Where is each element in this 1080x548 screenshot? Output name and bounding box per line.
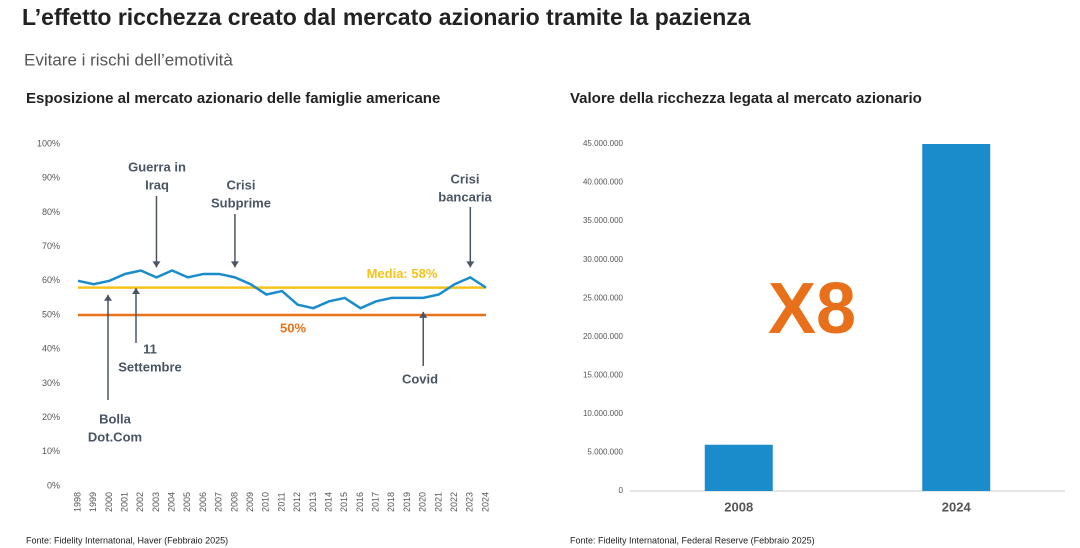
y-tick-label: 5.000.000 <box>587 448 623 457</box>
arrow-head <box>104 294 112 301</box>
reference-label: 50% <box>280 320 306 335</box>
x-tick-label: 2000 <box>104 492 114 512</box>
x-tick-label: 2007 <box>214 492 224 512</box>
annotation-text: bancaria <box>438 189 492 204</box>
x-tick-label: 2001 <box>119 492 129 512</box>
y-tick-label: 25.000.000 <box>583 293 624 302</box>
y-tick-label: 35.000.000 <box>583 216 624 225</box>
x-tick-label: 2014 <box>323 492 333 512</box>
annotation-text: Covid <box>402 371 438 386</box>
line-series <box>77 269 487 310</box>
annotation-text: Bolla <box>99 411 132 426</box>
reference-label: Media: 58% <box>367 266 438 281</box>
x-tick-label: 2002 <box>135 492 145 512</box>
y-tick-label: 45.000.000 <box>583 139 624 148</box>
y-tick-label: 10.000.000 <box>583 409 624 418</box>
annotation-text: Crisi <box>227 177 256 192</box>
annotation-text: 11 <box>143 341 157 356</box>
annotation-text: Iraq <box>145 177 169 192</box>
x-tick-label: 2015 <box>339 492 349 512</box>
arrow-head <box>419 311 428 318</box>
page-title: L’effetto ricchezza creato dal mercato a… <box>22 4 751 30</box>
y-tick-label: 30.000.000 <box>583 255 624 264</box>
source: Fonte: Fidelity Internatonal, Haver (Feb… <box>26 535 228 545</box>
bar <box>704 444 773 491</box>
x-tick-label: 2012 <box>292 492 302 512</box>
y-tick-label: 90% <box>42 173 60 183</box>
x-tick-label: 1998 <box>72 492 82 512</box>
y-tick-label: 10% <box>42 446 60 456</box>
annotation-text: Settembre <box>118 359 182 374</box>
x-tick-label: 2006 <box>198 492 208 512</box>
x-tick-label: 2019 <box>402 492 412 512</box>
y-tick-label: 70% <box>42 241 60 251</box>
x-tick-label: 2008 <box>724 499 753 514</box>
x-tick-label: 2017 <box>371 492 381 512</box>
y-tick-label: 15.000.000 <box>583 370 624 379</box>
annotation-text: X8 <box>768 269 856 349</box>
y-tick-label: 80% <box>42 207 60 217</box>
y-tick-label: 30% <box>42 378 60 388</box>
arrow-head <box>152 261 161 268</box>
bar <box>922 144 991 491</box>
x-tick-label: 2016 <box>355 492 365 512</box>
x-tick-label: 2009 <box>245 492 255 512</box>
x-tick-label: 2018 <box>386 492 396 512</box>
x-tick-label: 2023 <box>465 492 475 512</box>
y-tick-label: 40.000.000 <box>583 178 624 187</box>
x-tick-label: 2008 <box>229 492 239 512</box>
y-tick-label: 0 <box>619 486 624 495</box>
chart-title: Valore della ricchezza legata al mercato… <box>570 90 922 107</box>
x-tick-label: 2010 <box>261 492 271 512</box>
y-tick-label: 0% <box>47 480 60 490</box>
x-tick-label: 2013 <box>308 492 318 512</box>
source: Fonte: Fidelity Internatonal, Federal Re… <box>570 535 815 545</box>
x-tick-label: 2021 <box>433 492 443 512</box>
y-tick-label: 20% <box>42 412 60 422</box>
x-tick-label: 2024 <box>942 499 972 514</box>
arrow-head <box>132 287 140 294</box>
arrow-head <box>466 261 475 268</box>
y-tick-label: 60% <box>42 275 60 285</box>
annotation-text: Guerra in <box>128 159 186 174</box>
x-tick-label: 2011 <box>276 492 286 511</box>
x-tick-label: 2022 <box>449 492 459 512</box>
page-subtitle: Evitare i rischi dell’emotività <box>24 50 233 69</box>
x-tick-label: 2004 <box>167 492 177 512</box>
chart-title: Esposizione al mercato azionario delle f… <box>26 90 440 107</box>
annotation-text: Dot.Com <box>88 429 142 444</box>
y-tick-label: 100% <box>37 138 60 148</box>
y-tick-label: 50% <box>42 309 60 319</box>
x-tick-label: 2020 <box>418 492 428 512</box>
y-tick-label: 20.000.000 <box>583 332 624 341</box>
x-tick-label: 2003 <box>151 492 161 512</box>
arrow-head <box>230 261 239 268</box>
x-tick-label: 2005 <box>182 492 192 512</box>
annotation-text: Subprime <box>211 195 271 210</box>
annotation-text: Crisi <box>451 171 480 186</box>
x-tick-label: 2024 <box>480 492 490 512</box>
x-tick-label: 1999 <box>88 492 98 512</box>
y-tick-label: 40% <box>42 344 60 354</box>
